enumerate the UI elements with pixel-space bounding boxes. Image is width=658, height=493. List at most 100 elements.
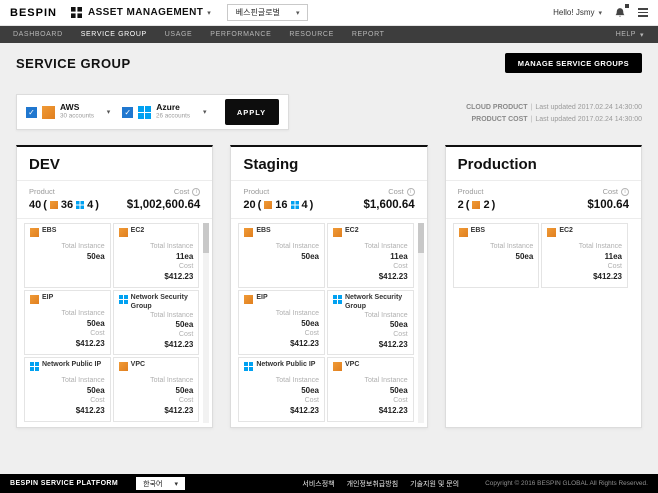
chevron-down-icon[interactable] — [207, 9, 211, 17]
total-instance-value: 50ea — [86, 251, 105, 261]
provider-name: AWS — [60, 102, 80, 113]
azure-product-icon — [332, 295, 342, 304]
nav-report[interactable]: REPORT — [351, 31, 385, 38]
chevron-down-icon — [640, 31, 644, 39]
total-instance-value: 50ea — [515, 251, 534, 261]
aws-count: 16 — [275, 199, 288, 211]
cost-value: $412.23 — [378, 340, 408, 349]
azure-checkbox[interactable] — [122, 106, 134, 118]
aws-product-icon — [244, 228, 254, 237]
cost-label: Cost — [607, 262, 622, 270]
chevron-down-icon[interactable] — [107, 108, 111, 116]
total-instance-value: 50ea — [301, 251, 319, 261]
azure-icon — [290, 201, 299, 209]
cost-label: Cost — [173, 187, 190, 196]
organization-selector[interactable]: 베스핀글로벌 — [226, 4, 309, 21]
product-count: 2 ( 2 ) — [457, 199, 496, 211]
notifications-button[interactable] — [614, 3, 629, 19]
azure-product-icon — [118, 295, 128, 304]
total-instance-label: Total Instance — [364, 377, 408, 384]
cost-value: $412.23 — [378, 405, 408, 415]
info-icon[interactable] — [192, 187, 201, 196]
footer-link-support[interactable]: 기술지원 및 문의 — [410, 480, 460, 488]
card-staging: Staging Product Cost 20 ( 16 — [230, 145, 428, 428]
total-instance-label: Total Instance — [61, 243, 105, 250]
aws-checkbox[interactable] — [26, 106, 37, 118]
product-tile-vpc[interactable]: VPC Total Instance 50ea Cost $412.23 — [326, 357, 414, 422]
product-name: EC2 — [130, 227, 145, 234]
product-tile-network-public-ip[interactable]: Network Public IP Total Instance 50ea Co… — [24, 357, 111, 422]
total-instance-label: Total Instance — [61, 310, 105, 317]
user-menu[interactable]: Hello! Jsmy — [553, 8, 602, 17]
organization-name: 베스핀글로벌 — [235, 8, 280, 17]
product-tile-ebs[interactable]: EBS Total Instance 50ea — [238, 223, 325, 288]
product-name: EC2 — [559, 227, 573, 234]
product-tile-vpc[interactable]: VPC Total Instance 50ea Cost $412.23 — [112, 357, 200, 422]
menu-icon[interactable] — [638, 8, 648, 17]
language-selector[interactable]: 한국어 — [136, 477, 185, 490]
product-tile-network-public-ip[interactable]: Network Public IP Total Instance 50ea Co… — [238, 357, 325, 422]
footer-link-service-policy[interactable]: 서비스정책 — [302, 480, 335, 488]
main-nav: DASHBOARD SERVICE GROUP USAGE PERFORMANC… — [0, 26, 658, 43]
scrollbar-thumb[interactable] — [417, 223, 424, 253]
product-name: EIP — [42, 294, 54, 301]
provider-name: Azure — [156, 102, 180, 113]
app-switcher-icon[interactable] — [70, 7, 82, 18]
scrollbar[interactable] — [203, 223, 210, 423]
product-tile-ec2[interactable]: EC2 Total Instance 11ea Cost $412.23 — [541, 223, 628, 288]
greeting-text: Hello! Jsmy — [553, 8, 595, 17]
cost-value: $412.23 — [75, 405, 105, 415]
provider-accounts: 26 accounts — [156, 112, 191, 120]
provider-filter-aws: AWS 30 accounts — [26, 103, 114, 120]
page-title: SERVICE GROUP — [16, 55, 131, 71]
apply-button[interactable]: APPLY — [224, 99, 279, 125]
product-name: VPC — [344, 361, 360, 368]
footer-brand: BESPIN SERVICE PLATFORM — [10, 480, 119, 487]
last-updated-info: CLOUD PRODUCT | Last updated 2017.02.24 14… — [466, 102, 642, 126]
chevron-down-icon[interactable] — [203, 108, 207, 116]
product-tile-ebs[interactable]: EBS Total Instance 50ea — [24, 223, 111, 288]
azure-icon — [76, 201, 85, 209]
product-tile-eip[interactable]: EIP Total Instance 50ea Cost $412.23 — [238, 290, 325, 355]
group-cost: $100.64 — [587, 199, 629, 211]
cost-value: $412.23 — [593, 271, 622, 281]
footer-link-privacy[interactable]: 개인정보취급방침 — [346, 480, 399, 488]
total-instance-value: 11ea — [175, 251, 194, 261]
product-tile-eip[interactable]: EIP Total Instance 50ea Cost $412.23 — [24, 290, 111, 355]
group-stats: Product Cost 40 ( 36 4 ) — [17, 181, 213, 219]
cost-label: Cost — [393, 396, 408, 404]
product-tile-network-security-group[interactable]: Network Security Group Total Instance 50… — [112, 290, 200, 355]
product-tile-ec2[interactable]: EC2 Total Instance 11ea Cost $412.23 — [326, 223, 414, 288]
cost-label: Cost — [393, 331, 408, 339]
group-cost: $1,002,600.64 — [126, 199, 201, 211]
product-name: VPC — [130, 361, 146, 368]
total-instance-label: Total Instance — [364, 243, 408, 250]
cost-label: Cost — [602, 187, 618, 196]
info-icon[interactable] — [620, 187, 629, 196]
app-title: ASSET MANAGEMENT — [87, 7, 204, 18]
total-instance-label: Total Instance — [490, 243, 534, 250]
nav-usage[interactable]: USAGE — [164, 31, 193, 38]
total-count: 2 — [457, 199, 464, 211]
aws-count: 36 — [60, 199, 74, 211]
info-icon[interactable] — [406, 187, 415, 196]
product-tile-ebs[interactable]: EBS Total Instance 50ea — [452, 223, 540, 288]
product-tile-ec2[interactable]: EC2 Total Instance 11ea Cost $412.23 — [112, 223, 200, 288]
nav-service-group[interactable]: SERVICE GROUP — [80, 31, 147, 38]
scrollbar-thumb[interactable] — [203, 223, 210, 253]
notification-badge — [625, 3, 629, 8]
scrollbar[interactable] — [417, 223, 424, 423]
aws-product-icon — [332, 228, 342, 237]
product-tiles: EBS Total Instance 50ea EC2 Total Instan… — [231, 219, 426, 427]
nav-dashboard[interactable]: DASHBOARD — [13, 31, 63, 38]
aws-count: 2 — [483, 199, 490, 211]
cost-value: $412.23 — [378, 271, 408, 281]
group-stats: Product Cost 2 ( 2 ) $100.64 — [445, 181, 641, 219]
manage-service-groups-button[interactable]: MANAGE SERVICE GROUPS — [504, 53, 642, 73]
nav-help[interactable]: HELP — [616, 31, 654, 39]
nav-performance[interactable]: PERFORMANCE — [210, 31, 272, 38]
nav-resource[interactable]: RESOURCE — [289, 31, 334, 38]
footer: BESPIN SERVICE PLATFORM 한국어 서비스정책 개인정보취급… — [0, 474, 658, 493]
group-title: Production — [445, 147, 641, 181]
product-tile-network-security-group[interactable]: Network Security Group Total Instance 50… — [326, 290, 414, 355]
